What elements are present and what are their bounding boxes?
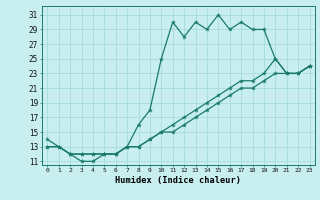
X-axis label: Humidex (Indice chaleur): Humidex (Indice chaleur) [116, 176, 241, 185]
